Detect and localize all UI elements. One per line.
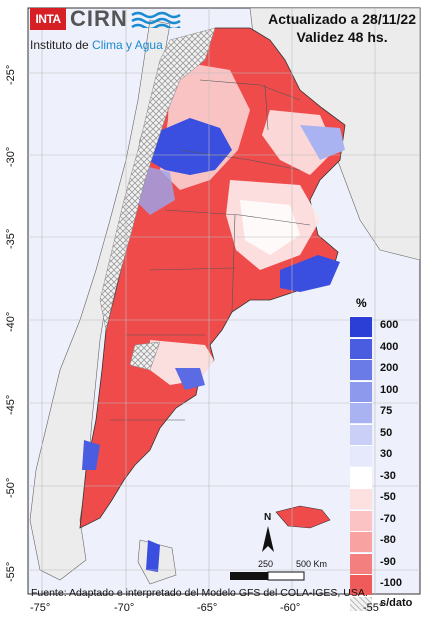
field-wet-ne: [300, 125, 345, 160]
nodata-andes: [99, 27, 216, 331]
scale-label-end: 500 Km: [296, 559, 328, 569]
legend-label: 400: [380, 340, 399, 353]
update-date: Actualizado a 28/11/22: [268, 11, 416, 27]
x-tick-label: -75°: [30, 602, 51, 614]
legend-label: 200: [380, 362, 399, 374]
legend-swatch: [350, 488, 372, 509]
scale-label-mid: 250: [258, 559, 274, 569]
field-wet-buenos-aires: [280, 255, 340, 292]
legend-label: -50: [380, 491, 396, 503]
nodata-patagonia: [129, 341, 161, 371]
y-tick-label: -30°: [5, 146, 17, 167]
legend-swatch: [350, 316, 372, 337]
north-arrow-icon: [262, 526, 274, 552]
legend-label: -100: [380, 577, 403, 589]
cirn-wordmark: CIRN: [70, 6, 128, 31]
legend-nodata-label: s/dato: [380, 596, 413, 609]
field-wet-west: [148, 118, 232, 175]
legend-swatch: [350, 359, 372, 380]
field-normal-ne: [262, 110, 335, 175]
legend-label: 30: [380, 448, 393, 460]
legend-swatch: [350, 380, 372, 402]
y-tick-label: -50°: [5, 477, 17, 498]
legend-label: -90: [380, 555, 396, 568]
legend-swatch: [350, 531, 372, 552]
inta-logo: INTA: [30, 8, 66, 30]
scale-bar: [230, 571, 305, 581]
field-wet-fuego: [146, 540, 160, 572]
y-tick-label: -40°: [5, 311, 17, 332]
legend-label: -80: [380, 534, 396, 546]
cirn-logo: INTA CIRN Instituto de Clima y Agua: [30, 6, 230, 54]
field-wet-south: [82, 440, 100, 470]
institute-name: Instituto de Clima y Agua: [30, 38, 163, 52]
malvinas-islands: [275, 505, 331, 529]
province-borders: [110, 79, 311, 421]
legend-swatch: [350, 337, 372, 359]
legend-label: -70: [380, 512, 396, 525]
y-tick-label: -35°: [5, 228, 17, 249]
y-tick-label: -45°: [5, 394, 17, 415]
source-note: Fuente: Adaptado e interpretado del Mode…: [31, 587, 368, 599]
legend-swatch: [350, 552, 372, 574]
legend-swatch: [350, 423, 372, 445]
legend-label: 50: [380, 426, 393, 439]
legend-label: 600: [380, 319, 399, 331]
legend-swatch: [350, 466, 372, 488]
legend-label: -30: [380, 469, 396, 482]
legend-label: 100: [380, 383, 399, 396]
legend-swatch: [350, 445, 372, 466]
legend-swatch: [350, 509, 372, 531]
x-tick-label: -70°: [114, 602, 135, 614]
field-wet-chubut: [175, 368, 205, 390]
x-tick-label: -55°: [363, 602, 384, 614]
legend-nodata-swatch: [350, 595, 372, 611]
legend-swatch: [350, 574, 372, 595]
waves-icon: [131, 11, 181, 28]
map-header: Actualizado a 28/11/22 Validez 48 hs.: [268, 10, 416, 46]
north-label: N: [264, 512, 272, 523]
y-tick-label: -25°: [5, 64, 17, 85]
legend-swatch: [350, 402, 372, 423]
legend-title: %: [356, 296, 367, 310]
validity: Validez 48 hs.: [296, 29, 388, 45]
legend-label: 75: [380, 405, 393, 417]
y-tick-label: -55°: [5, 561, 17, 582]
x-tick-label: -60°: [280, 602, 301, 614]
field-white-center: [240, 200, 300, 255]
x-tick-label: -65°: [197, 602, 218, 614]
